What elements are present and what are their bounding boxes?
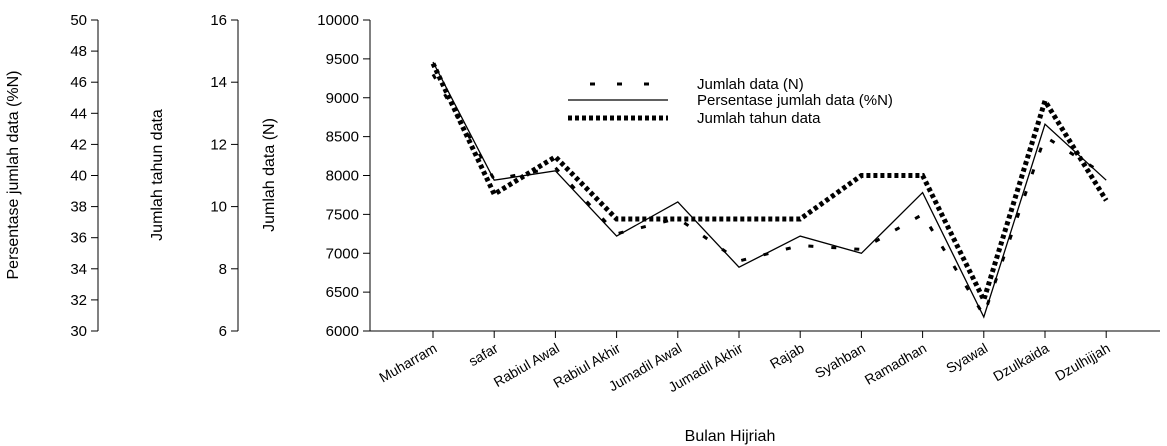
x-tick-label: Syahban [812,340,868,381]
y-tick-label: 10000 [317,12,359,29]
legend: Jumlah data (N)Persentase jumlah data (%… [568,76,893,127]
y-tick-label: 10 [210,199,227,216]
y-tick-label: 8000 [326,168,359,185]
x-tick-label: Rabiul Awal [491,340,562,390]
y-tick-label: 6000 [326,323,359,340]
axes-layer: 30 32 34 36 38 40 42 44 46 48 50 Persentase jumlah … [5,12,1160,395]
y-tick-label: 9000 [326,90,359,107]
y-axis-n: 6000 6500 7000 7500 8000 8500 9000 9500 10000 Jum… [261,12,371,340]
series-line-2 [430,62,1109,307]
legend-item: Jumlah data (N) [590,76,804,93]
y-tick-label: 7000 [326,245,359,262]
y-tick-label: 40 [70,168,87,185]
y-axis-title: Jumlah data (N) [261,118,278,232]
y-tick-label: 9500 [326,51,359,68]
y-tick-label: 42 [70,136,87,153]
x-axis-title: Bulan Hijriah [685,428,776,445]
y-tick-label: 44 [70,105,87,122]
y-tick-label: 12 [210,136,227,153]
x-tick-label: Dzulkaida [990,340,1051,385]
x-tick-label: Rajab [767,340,807,372]
legend-label: Jumlah tahun data [697,110,821,127]
y-tick-label: 14 [210,74,227,91]
y-axis-pct: 30 32 34 36 38 40 42 44 46 48 50 Persentase jumlah … [5,12,99,340]
y-tick-label: 46 [70,74,87,91]
y-tick-label: 38 [70,199,87,216]
y-axis-years: 6 8 10 12 14 16 Jumlah tahun data [149,12,239,340]
y-tick-label: 16 [210,12,227,29]
legend-label: Persentase jumlah data (%N) [697,92,893,109]
y-tick-label: 6 [219,323,227,340]
y-tick-label: 36 [70,230,87,247]
x-tick-label: Syawal [943,340,990,376]
y-tick-label: 30 [70,323,87,340]
x-tick-label: Dzulhijjah [1052,340,1113,384]
x-tick-label: Ramadhan [862,340,929,388]
y-tick-label: 8 [219,261,227,278]
y-tick-label: 7500 [326,206,359,223]
y-tick-label: 48 [70,43,87,60]
y-axis-title: Jumlah tahun data [149,109,166,241]
y-tick-label: 34 [70,261,87,278]
y-tick-label: 8500 [326,129,359,146]
y-tick-label: 6500 [326,284,359,301]
x-tick-label: Muharram [376,340,439,386]
series-layer [430,61,1109,319]
legend-item: Persentase jumlah data (%N) [568,92,893,109]
legend-item: Jumlah tahun data [568,110,821,127]
legend-label: Jumlah data (N) [697,76,804,93]
y-tick-label: 32 [70,292,87,309]
y-tick-label: 50 [70,12,87,29]
series-line-1 [432,61,1107,319]
x-tick-label: safar [466,340,501,370]
y-axis-title: Persentase jumlah data (%N) [5,71,22,280]
